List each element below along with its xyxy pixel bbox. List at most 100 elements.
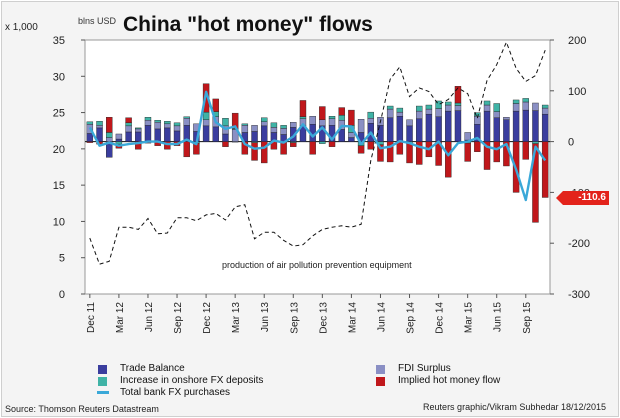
legend-swatch-trade-balance — [98, 365, 107, 374]
bar-trade-balance — [125, 131, 132, 142]
bar-implied-hot-money-flow — [416, 141, 423, 165]
bar-trade-balance — [173, 130, 181, 142]
bar-increase-in-onshore-fx-deposits — [493, 103, 500, 112]
bar-implied-hot-money-flow — [309, 141, 316, 155]
left-axis-label: 10 — [53, 216, 65, 228]
bar-trade-balance — [454, 110, 462, 142]
bar-fdi-surplus — [290, 122, 297, 128]
right-axis-label: 0 — [568, 137, 574, 149]
bar-increase-in-onshore-fx-deposits — [338, 114, 345, 121]
bar-implied-hot-money-flow — [454, 86, 462, 104]
bar-fdi-surplus — [96, 125, 103, 129]
bar-fdi-surplus — [503, 117, 510, 120]
bar-increase-in-onshore-fx-deposits — [386, 105, 394, 110]
bar-increase-in-onshore-fx-deposits — [396, 107, 404, 113]
bar-trade-balance — [115, 138, 123, 142]
bar-increase-in-onshore-fx-deposits — [261, 117, 268, 122]
bar-increase-in-onshore-fx-deposits — [445, 101, 452, 106]
legend-swatch-fx-deposits — [98, 377, 107, 386]
bar-implied-hot-money-flow — [445, 141, 452, 178]
bar-increase-in-onshore-fx-deposits — [328, 115, 336, 119]
source-note: Source: Thomson Reuters Datastream — [5, 404, 159, 414]
bar-increase-in-onshore-fx-deposits — [154, 120, 161, 123]
x-axis-label: Mar 14 — [347, 302, 358, 334]
bar-trade-balance — [503, 119, 510, 142]
bar-fdi-surplus — [251, 125, 258, 132]
bar-implied-hot-money-flow — [251, 142, 258, 161]
bar-fdi-surplus — [445, 104, 452, 112]
line-total-bank-fx — [88, 90, 547, 202]
bar-fdi-surplus — [125, 125, 132, 133]
bar-fdi-surplus — [367, 118, 374, 124]
bar-implied-hot-money-flow — [406, 143, 413, 164]
legend-fdi-surplus: FDI Surplus — [398, 363, 451, 374]
bar-implied-hot-money-flow — [367, 141, 374, 150]
x-axis-label: Jun 15 — [493, 302, 504, 332]
bar-trade-balance — [541, 113, 549, 142]
bar-fdi-surplus — [261, 121, 268, 127]
bar-fdi-surplus — [386, 108, 394, 118]
bar-trade-balance — [445, 110, 452, 142]
left-axis-label: 15 — [53, 180, 65, 192]
x-axis-label: Sep 14 — [406, 302, 417, 334]
bar-trade-balance — [483, 110, 491, 142]
bar-implied-hot-money-flow — [212, 98, 219, 112]
bar-fdi-surplus — [115, 133, 123, 140]
bar-implied-hot-money-flow — [125, 117, 132, 124]
bar-trade-balance — [425, 113, 433, 142]
bar-increase-in-onshore-fx-deposits — [106, 132, 113, 138]
bar-trade-balance — [135, 131, 142, 142]
bar-fdi-surplus — [406, 119, 413, 127]
bar-trade-balance — [164, 127, 171, 142]
bar-trade-balance — [348, 137, 355, 142]
x-axis-label: Dec 14 — [435, 302, 446, 334]
x-axis-label: Sep 13 — [289, 302, 300, 334]
bar-trade-balance — [261, 125, 268, 142]
x-axis-label: Dec 12 — [202, 302, 213, 334]
bar-increase-in-onshore-fx-deposits — [319, 141, 326, 144]
legend-swatch-fdi-surplus — [376, 365, 385, 374]
bar-fdi-surplus — [241, 125, 249, 133]
bar-fdi-surplus — [202, 119, 210, 127]
bar-increase-in-onshore-fx-deposits — [222, 118, 229, 127]
x-axis-label: Jun 12 — [144, 302, 155, 332]
bar-implied-hot-money-flow — [290, 142, 297, 147]
bar-fdi-surplus — [106, 137, 113, 142]
x-axis-label: Mar 12 — [115, 302, 126, 334]
bar-fdi-surplus — [532, 102, 539, 111]
units-label: blns USD — [78, 16, 117, 26]
bar-fdi-surplus — [435, 108, 442, 117]
bar-increase-in-onshore-fx-deposits — [512, 99, 520, 104]
x-axis-label: Sep 12 — [173, 302, 184, 334]
bar-increase-in-onshore-fx-deposits — [483, 100, 491, 106]
right-axis-label: 200 — [568, 35, 586, 47]
bar-increase-in-onshore-fx-deposits — [96, 121, 103, 126]
left-axis-label: 30 — [53, 71, 65, 83]
bar-increase-in-onshore-fx-deposits — [135, 127, 142, 130]
bar-fdi-surplus — [154, 122, 161, 130]
bar-increase-in-onshore-fx-deposits — [522, 98, 529, 103]
bar-implied-hot-money-flow — [474, 141, 481, 152]
annotation-text: production of air pollution prevention e… — [222, 260, 412, 270]
bar-implied-hot-money-flow — [377, 144, 384, 162]
left-axis-label: 0 — [59, 289, 65, 301]
credit-note: Reuters graphic/Vikram Subhedar 18/12/20… — [423, 402, 606, 412]
bar-increase-in-onshore-fx-deposits — [202, 111, 210, 120]
bar-implied-hot-money-flow — [241, 141, 249, 155]
left-axis-label: 5 — [59, 253, 65, 265]
bar-fdi-surplus — [270, 127, 278, 133]
bar-increase-in-onshore-fx-deposits — [86, 121, 94, 125]
bar-implied-hot-money-flow — [183, 141, 190, 158]
bar-fdi-surplus — [173, 125, 181, 132]
bar-trade-balance — [251, 131, 258, 142]
bar-increase-in-onshore-fx-deposits — [144, 117, 152, 121]
bar-fdi-surplus — [493, 111, 500, 118]
bar-implied-hot-money-flow — [338, 107, 345, 116]
bar-fdi-surplus — [454, 105, 462, 111]
bar-increase-in-onshore-fx-deposits — [125, 122, 132, 127]
bar-increase-in-onshore-fx-deposits — [270, 122, 278, 128]
bar-implied-hot-money-flow — [493, 141, 500, 163]
left-axis-label: 20 — [53, 144, 65, 156]
bar-implied-hot-money-flow — [541, 141, 549, 198]
line-air-pollution-equipment — [89, 40, 546, 265]
